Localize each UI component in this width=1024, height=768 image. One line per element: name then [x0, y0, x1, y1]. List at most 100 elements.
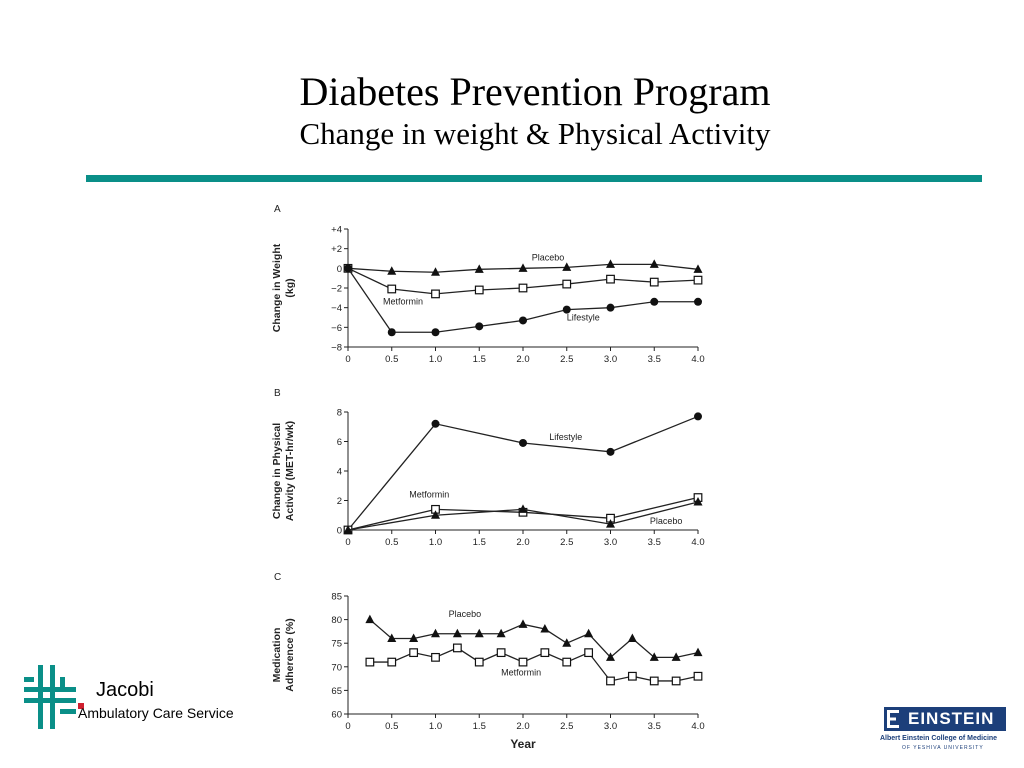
jacobi-name: Jacobi — [96, 679, 154, 701]
panel-c-metformin-point — [452, 643, 462, 653]
panel-c-placebo-point — [627, 633, 637, 642]
panel-a-lifestyle-point — [606, 303, 615, 312]
panel-b-x-tick-label: 0.5 — [385, 537, 398, 548]
panel-a-placebo-point — [562, 262, 572, 271]
panel-c-placebo-point — [474, 628, 484, 638]
panel-a-placebo-label: Placebo — [532, 252, 565, 262]
panel-a-y-axis-label: Change in Weight — [271, 243, 283, 332]
panel-c-placebo-point — [562, 638, 572, 647]
panel-a-y-tick-label: −8 — [331, 343, 342, 354]
einstein-wordmark: EINSTEIN — [908, 709, 995, 728]
panel-a-x-tick-label: 0.5 — [385, 354, 398, 365]
panel-b-x-tick-label: 2.5 — [560, 537, 573, 548]
panel-c-x-tick-label: 1.5 — [473, 721, 486, 732]
einstein-university-name: OF YESHIVA UNIVERSITY — [902, 745, 984, 751]
panel-b-letter: B — [274, 388, 281, 399]
panel-c-x-tick-label: 0.5 — [385, 721, 398, 732]
panel-a-lifestyle-point — [344, 264, 352, 273]
panel-c-placebo-point — [409, 633, 419, 642]
panel-a-letter: A — [274, 204, 281, 215]
panel-a-metformin-point — [518, 283, 528, 293]
panel-c-x-tick-label: 2.5 — [560, 721, 573, 732]
panel-a-lifestyle-point — [431, 328, 440, 337]
panel-c-metformin-point — [649, 676, 659, 686]
panel-c-metformin-point — [365, 657, 375, 667]
panel-a-y-tick-label: −4 — [331, 303, 342, 314]
panel-c-y-tick-label: 75 — [331, 639, 342, 650]
slide-subtitle: Change in weight & Physical Activity — [299, 116, 771, 151]
panel-b-metformin-label: Metformin — [409, 490, 449, 500]
panel-b-x-tick-label: 1.5 — [473, 537, 486, 548]
panel-c-x-axis-label: Year — [510, 737, 536, 751]
panel-c-placebo-point — [452, 628, 462, 638]
panel-c-y-tick-label: 60 — [331, 710, 342, 721]
panel-a-x-tick-label: 1.0 — [429, 354, 442, 365]
panel-b-y-tick-label: 6 — [337, 437, 342, 448]
panel-b-lifestyle-point — [519, 438, 527, 447]
panel-a-lifestyle-point — [650, 297, 659, 306]
panel-a-placebo-point — [518, 263, 528, 272]
panel-a-y-tick-label: −6 — [331, 323, 342, 334]
panel-a-placebo-point — [693, 264, 703, 273]
panel-c-metformin-point — [584, 648, 594, 658]
panel-c-metformin-point — [540, 648, 550, 658]
panel-b-x-tick-label: 3.0 — [604, 537, 617, 548]
panel-c-metformin-point — [518, 657, 528, 667]
panel-a-metformin-point — [693, 275, 703, 285]
panel-b-placebo-point — [518, 504, 528, 513]
panel-a-x-tick-label: 4.0 — [691, 354, 704, 365]
panel-b-y-tick-label: 8 — [337, 408, 342, 419]
jacobi-subtitle: Ambulatory Care Service — [78, 705, 234, 721]
panel-a-lifestyle-point — [475, 322, 484, 331]
title-divider — [86, 175, 982, 182]
panel-b-x-tick-label: 2.0 — [516, 537, 529, 548]
panel-a-y-tick-label: 0 — [337, 264, 342, 275]
panel-a-placebo-point — [431, 267, 440, 276]
panel-c-metformin-point — [409, 648, 419, 658]
panel-a-metformin-point — [387, 284, 397, 294]
einstein-logo: EINSTEIN Albert Einstein College of Medi… — [880, 705, 1010, 761]
panel-a-y-tick-label: +2 — [331, 244, 342, 255]
panel-c-metformin-point — [606, 676, 615, 686]
panel-c-metformin-point — [671, 676, 681, 686]
panel-b-x-tick-label: 0 — [345, 537, 350, 548]
panel-a-metformin-point — [649, 277, 659, 287]
panel-c-placebo-point — [693, 647, 703, 657]
panel-a-y-tick-label: −2 — [331, 284, 342, 295]
panel-a-metformin-point — [431, 289, 440, 299]
panel-b-x-tick-label: 1.0 — [429, 537, 442, 548]
panel-a-y-axis-label: (kg) — [284, 278, 296, 297]
panel-b-y-tick-label: 4 — [337, 467, 342, 478]
panel-c-placebo-point — [649, 652, 659, 661]
panel-c-y-axis-label: Adherence (%) — [284, 618, 296, 692]
panel-c-x-tick-label: 4.0 — [691, 721, 704, 732]
panel-b-lifestyle-point — [431, 419, 440, 428]
jacobi-cross-icon — [24, 665, 84, 729]
panel-c-placebo-point — [671, 652, 681, 661]
panel-c-metformin-point — [387, 657, 397, 667]
panel-c-placebo-point — [606, 652, 615, 661]
panel-c-placebo-point — [518, 619, 528, 628]
panel-b-y-tick-label: 0 — [337, 526, 342, 537]
panel-c-y-axis-label: Medication — [271, 628, 283, 683]
slide-title: Diabetes Prevention Program — [299, 69, 771, 114]
panel-c-y-tick-label: 70 — [331, 662, 342, 673]
panel-b-lifestyle-label: Lifestyle — [549, 432, 582, 442]
panel-a-lifestyle-point — [694, 297, 702, 306]
panel-b-placebo-point — [431, 510, 440, 519]
panel-c-metformin-point — [431, 652, 440, 662]
panel-a-x-tick-label: 3.5 — [648, 354, 661, 365]
panel-a-x-tick-label: 2.5 — [560, 354, 573, 365]
panel-a-lifestyle-point — [387, 328, 396, 337]
panel-c-metformin-point — [627, 671, 637, 681]
panel-c-metformin-point — [496, 648, 506, 658]
panel-b-y-axis-label: Activity (MET-hr/wk) — [284, 421, 296, 521]
panel-a-metformin-point — [606, 274, 615, 284]
panel-a-x-tick-label: 2.0 — [516, 354, 529, 365]
panel-a-placebo-point — [387, 266, 397, 275]
panel-b-x-tick-label: 3.5 — [648, 537, 661, 548]
panel-c-placebo-point — [431, 628, 440, 638]
panel-a-placebo-point — [606, 259, 615, 268]
panel-c-letter: C — [274, 572, 281, 583]
jacobi-logo: Jacobi Ambulatory Care Service — [24, 665, 264, 735]
